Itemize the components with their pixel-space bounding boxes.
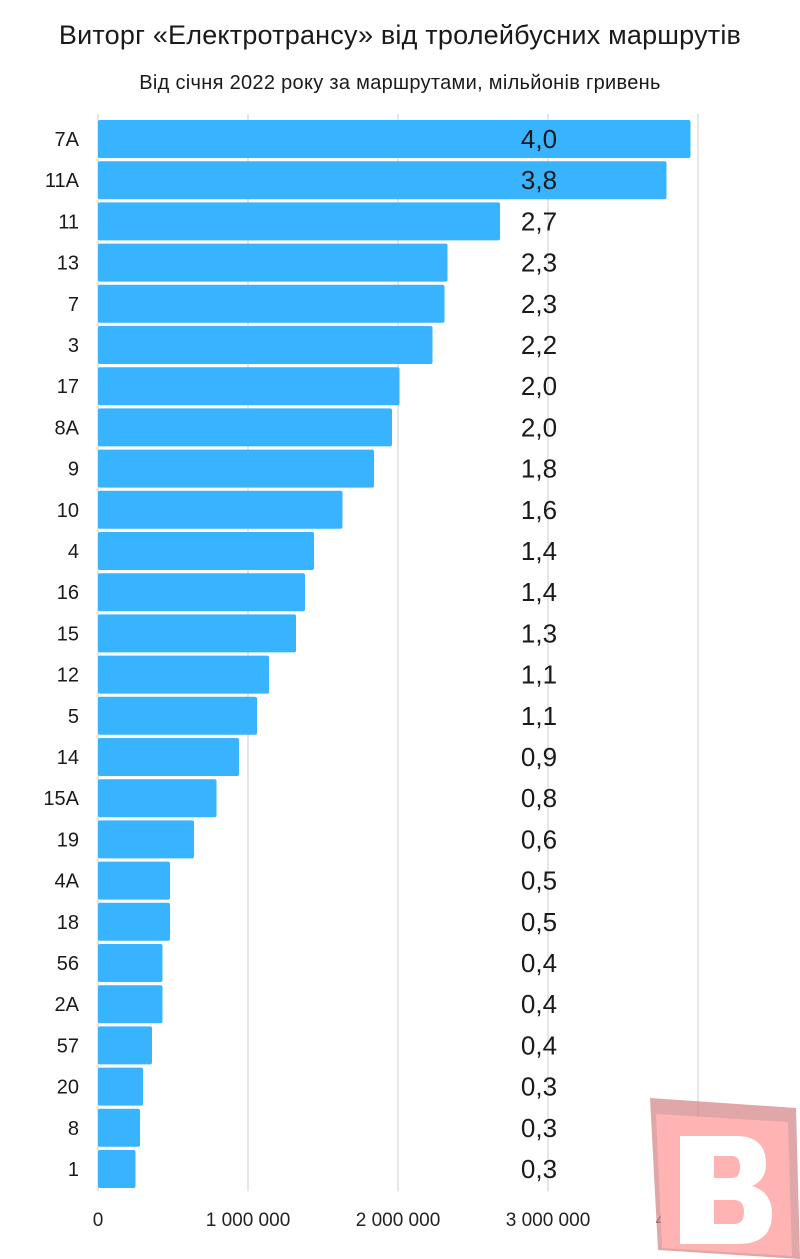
bar xyxy=(98,1108,140,1147)
data-label: 0,3 xyxy=(521,1154,557,1184)
x-tick-label: 3 000 000 xyxy=(506,1210,591,1231)
category-label: 4 xyxy=(68,541,79,563)
category-label: 57 xyxy=(57,1035,79,1057)
bar xyxy=(98,614,296,653)
data-label: 1,1 xyxy=(521,701,557,731)
category-label: 4А xyxy=(55,871,80,893)
data-label: 2,0 xyxy=(521,371,557,401)
x-tick-label: 2 000 000 xyxy=(356,1210,441,1231)
data-label: 0,3 xyxy=(521,1113,557,1143)
category-label: 1 xyxy=(68,1159,79,1181)
data-label: 2,0 xyxy=(521,412,557,442)
chart-title: Виторг «Електротрансу» від тролейбусних … xyxy=(58,20,742,50)
category-label: 7 xyxy=(68,294,79,316)
bar xyxy=(98,696,257,735)
data-label: 0,6 xyxy=(521,824,557,854)
data-label: 1,3 xyxy=(521,618,557,648)
bar xyxy=(98,1067,143,1106)
data-label: 1,1 xyxy=(521,660,557,690)
bar xyxy=(98,120,691,158)
category-labels: 7А11А111373178А910416151251415А194А18562… xyxy=(43,129,79,1181)
category-label: 14 xyxy=(57,747,79,769)
category-label: 15 xyxy=(57,623,79,645)
category-label: 11А xyxy=(45,170,80,192)
data-label: 0,4 xyxy=(521,948,557,978)
category-label: 19 xyxy=(57,829,79,851)
category-label: 15А xyxy=(43,788,79,810)
data-label: 0,9 xyxy=(521,742,557,772)
category-label: 20 xyxy=(57,1077,79,1099)
category-label: 12 xyxy=(57,665,79,687)
bar xyxy=(98,820,194,859)
data-label: 2,2 xyxy=(521,330,557,360)
data-label: 1,6 xyxy=(521,495,557,525)
bar xyxy=(98,408,392,447)
data-label: 3,8 xyxy=(521,165,557,195)
data-labels: 4,0 3,8 2,7 2,3 2,3 2,2 2,0 2,0 1,8 1,6 1,4 1,4 1,3 1… xyxy=(521,124,557,1184)
bar xyxy=(98,861,170,900)
category-label: 7А xyxy=(55,129,80,151)
category-label: 10 xyxy=(57,500,79,522)
data-label: 0,8 xyxy=(521,783,557,813)
bar xyxy=(98,202,500,241)
bar xyxy=(98,326,433,364)
data-label: 0,5 xyxy=(521,907,557,937)
bar xyxy=(98,655,269,694)
bar xyxy=(98,243,448,282)
bar xyxy=(98,902,170,941)
bar xyxy=(98,779,217,818)
data-label: 0,4 xyxy=(521,1030,557,1060)
bar xyxy=(98,490,343,529)
category-label: 8 xyxy=(68,1118,79,1140)
bar xyxy=(98,161,667,200)
logo-b-icon xyxy=(650,1098,800,1259)
bar xyxy=(98,449,374,488)
bar xyxy=(98,284,445,323)
data-label: 2,3 xyxy=(521,248,557,278)
x-tick-label: 1 000 000 xyxy=(206,1210,291,1231)
data-label: 2,3 xyxy=(521,289,557,319)
category-label: 56 xyxy=(57,953,79,975)
category-label: 17 xyxy=(57,376,79,398)
data-label: 1,4 xyxy=(521,577,557,607)
data-label: 4,0 xyxy=(521,124,557,154)
bar xyxy=(98,1150,136,1188)
category-label: 9 xyxy=(68,459,79,481)
category-label: 16 xyxy=(57,582,79,604)
category-label: 3 xyxy=(68,335,79,357)
bar xyxy=(98,738,239,776)
bar xyxy=(98,1026,152,1065)
category-label: 13 xyxy=(57,253,79,275)
category-label: 11 xyxy=(58,211,79,233)
bar xyxy=(98,985,163,1024)
bar xyxy=(98,944,163,982)
data-label: 1,4 xyxy=(521,536,557,566)
x-tick-label: 0 xyxy=(93,1210,104,1231)
bar xyxy=(98,532,314,570)
bar xyxy=(98,573,305,612)
data-label: 0,5 xyxy=(521,866,557,896)
data-label: 1,8 xyxy=(521,454,557,484)
category-label: 8А xyxy=(55,417,80,439)
bar xyxy=(98,367,400,406)
data-label: 0,3 xyxy=(521,1072,557,1102)
bars xyxy=(98,120,691,1188)
category-label: 5 xyxy=(68,706,79,728)
data-label: 2,7 xyxy=(521,206,557,236)
category-label: 2А xyxy=(55,994,80,1016)
data-label: 0,4 xyxy=(521,989,557,1019)
category-label: 18 xyxy=(57,912,79,934)
chart-subtitle: Від січня 2022 року за маршрутами, мільй… xyxy=(139,72,661,94)
